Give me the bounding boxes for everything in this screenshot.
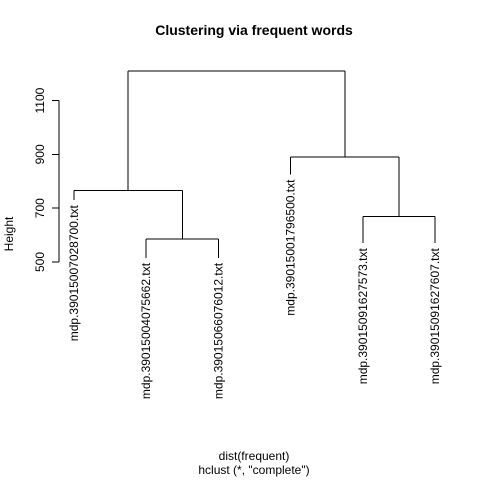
leaf-labels: mdp.39015007028700.txt mdp.39015004075662… bbox=[67, 179, 442, 399]
y-tick-label: 900 bbox=[33, 144, 47, 164]
y-tick-label: 700 bbox=[33, 198, 47, 218]
leaf-label: mdp.39015066076012.txt bbox=[211, 262, 225, 399]
leaf-label: mdp.39015007028700.txt bbox=[67, 204, 81, 341]
leaf-label: mdp.39015001796500.txt bbox=[284, 179, 298, 316]
leaf-label: mdp.39015004075662.txt bbox=[139, 262, 153, 399]
y-axis: 500 700 900 1100 bbox=[33, 87, 60, 272]
x-axis-label: dist(frequent) bbox=[219, 449, 290, 463]
y-axis-label: Height bbox=[2, 216, 16, 251]
y-tick-label: 1100 bbox=[33, 87, 47, 113]
leaf-label: mdp.39015091627607.txt bbox=[428, 248, 442, 385]
leaf-label: mdp.39015091627573.txt bbox=[356, 248, 370, 385]
chart-title: Clustering via frequent words bbox=[155, 22, 353, 38]
y-tick-label: 500 bbox=[33, 252, 47, 272]
method-sublabel: hclust (*, "complete") bbox=[198, 463, 309, 477]
dendrogram-tree bbox=[73, 70, 436, 258]
